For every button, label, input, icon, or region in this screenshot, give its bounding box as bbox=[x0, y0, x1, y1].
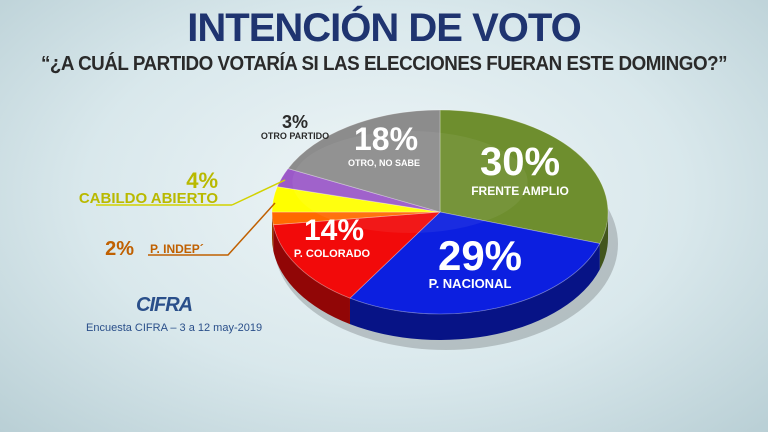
pie-side-0 bbox=[599, 212, 608, 270]
slice-label-p-colorado: P. COLORADO bbox=[294, 248, 371, 260]
slice-label-otro-partido: OTRO PARTIDO bbox=[261, 131, 329, 141]
slice-label-frente-amplio: FRENTE AMPLIO bbox=[471, 184, 569, 198]
pie-sheen bbox=[292, 131, 528, 233]
value-label-frente-amplio: 30% bbox=[480, 140, 560, 184]
pie-slice-5 bbox=[276, 168, 441, 213]
source-note: Encuesta CIFRA – 3 a 12 may-2019 bbox=[86, 322, 263, 334]
chart-title: INTENCIÓN DE VOTO bbox=[187, 6, 581, 50]
pie-slice-2 bbox=[272, 211, 442, 299]
leader-cabildo-abierto-2 bbox=[231, 179, 286, 206]
slice-label-p-nacional: P. NACIONAL bbox=[429, 276, 512, 291]
pie-side-2 bbox=[273, 224, 350, 325]
value-label-p-indep: 2% bbox=[105, 238, 134, 260]
pie-side-1 bbox=[349, 243, 600, 341]
value-label-p-nacional: 29% bbox=[438, 232, 522, 279]
slice-label-p-indep: P. INDEP´ bbox=[150, 242, 204, 256]
pie-slice-1 bbox=[349, 211, 601, 315]
chart-subtitle: “¿A CUÁL PARTIDO VOTARÍA SI LAS ELECCION… bbox=[40, 53, 728, 75]
value-label-cabildo-abierto: 4% bbox=[186, 168, 218, 193]
slice-label-cabildo-abierto: CABILDO ABIERTO bbox=[79, 190, 219, 207]
leader-p-indep bbox=[148, 202, 276, 256]
value-label-otro-no-sabe: 18% bbox=[354, 121, 418, 157]
cifra-logo: CIFRA bbox=[136, 294, 193, 316]
pie-side-3 bbox=[272, 212, 274, 251]
value-label-otro-partido: 3% bbox=[282, 112, 308, 132]
slice-label-otro-no-sabe: OTRO, NO SABE bbox=[348, 158, 420, 168]
pie-slice-6 bbox=[287, 109, 441, 213]
pie-slice-4 bbox=[271, 186, 441, 213]
value-label-p-colorado: 14% bbox=[304, 214, 364, 247]
pie-slice-0 bbox=[439, 109, 609, 244]
pie-slice-3 bbox=[271, 211, 441, 226]
